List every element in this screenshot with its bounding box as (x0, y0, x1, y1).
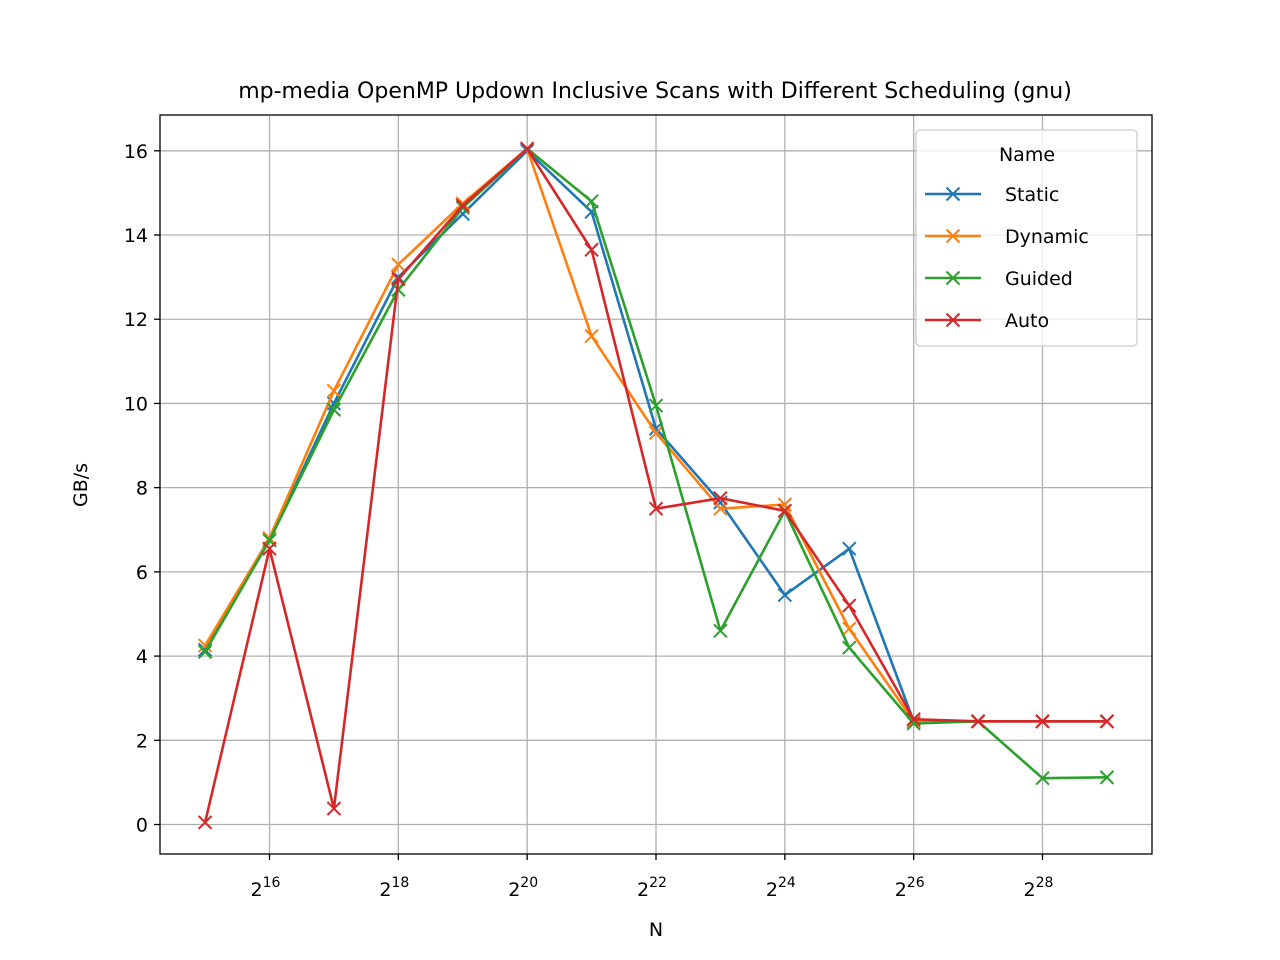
legend-label-guided: Guided (1005, 268, 1073, 290)
x-tick-base: 2 (379, 879, 391, 901)
y-tick-label: 2 (136, 730, 148, 752)
x-tick-base: 2 (637, 879, 649, 901)
y-tick-label: 4 (136, 646, 148, 668)
y-axis-label: GB/s (70, 463, 92, 507)
x-axis-label: N (649, 919, 663, 941)
x-tick-exponent: 22 (649, 875, 667, 891)
x-tick-exponent: 24 (778, 875, 796, 891)
y-tick-label: 10 (124, 393, 148, 415)
x-tick-exponent: 26 (907, 875, 925, 891)
x-tick-exponent: 20 (520, 875, 538, 891)
legend-title: Name (999, 144, 1055, 166)
x-tick-base: 2 (895, 879, 907, 901)
y-tick-label: 8 (136, 478, 148, 500)
y-tick-label: 12 (124, 309, 148, 331)
x-tick-exponent: 16 (263, 875, 281, 891)
legend-label-auto: Auto (1005, 310, 1049, 332)
x-tick-base: 2 (508, 879, 520, 901)
y-tick-label: 14 (124, 225, 148, 247)
x-tick-base: 2 (251, 879, 263, 901)
y-tick-label: 16 (124, 141, 148, 163)
x-tick-base: 2 (766, 879, 778, 901)
x-tick-exponent: 28 (1036, 875, 1054, 891)
x-tick-base: 2 (1024, 879, 1036, 901)
y-tick-label: 6 (136, 562, 148, 584)
legend-label-static: Static (1005, 184, 1059, 206)
chart-title: mp-media OpenMP Updown Inclusive Scans w… (238, 79, 1072, 104)
legend: Name Static Dynamic Guided Auto (916, 130, 1137, 346)
x-tick-exponent: 18 (391, 875, 409, 891)
y-tick-label: 0 (136, 815, 148, 837)
legend-label-dynamic: Dynamic (1005, 226, 1089, 248)
